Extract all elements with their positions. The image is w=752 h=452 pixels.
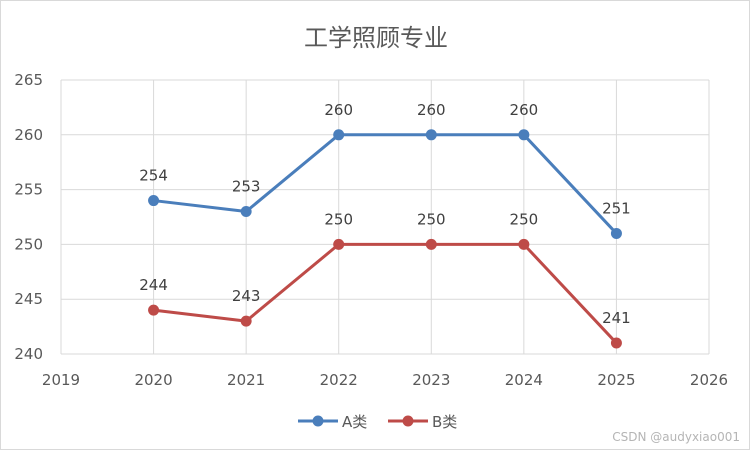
data-label: 243 (232, 287, 261, 305)
data-point (518, 129, 530, 141)
legend-swatch-marker (312, 415, 324, 427)
x-tick-label: 2020 (134, 371, 172, 389)
y-tick-label: 265 (14, 71, 43, 89)
data-label: 250 (510, 210, 539, 228)
data-label: 251 (602, 199, 631, 217)
data-label: 260 (510, 101, 539, 119)
y-tick-label: 245 (14, 290, 43, 308)
y-tick-label: 250 (14, 235, 43, 253)
x-tick-label: 2025 (597, 371, 635, 389)
x-tick-label: 2024 (505, 371, 543, 389)
legend-swatch-marker (402, 415, 414, 427)
chart-title: 工学照顾专业 (304, 24, 448, 52)
data-point (148, 304, 160, 316)
data-point (240, 206, 252, 218)
y-tick-label: 240 (14, 345, 43, 363)
data-label: 250 (324, 210, 353, 228)
data-label: 241 (602, 309, 631, 327)
data-point (148, 195, 160, 207)
series-line-2 (153, 242, 618, 345)
y-tick-label: 260 (14, 126, 43, 144)
data-label: 244 (139, 276, 168, 294)
data-label: 250 (417, 210, 446, 228)
data-point (610, 337, 622, 349)
data-point (610, 227, 622, 239)
series-line-1 (153, 133, 618, 235)
data-point (425, 238, 437, 250)
legend-label: B类 (432, 413, 457, 431)
y-tick-label: 255 (14, 181, 43, 199)
x-tick-label: 2019 (42, 371, 80, 389)
x-tick-label: 2022 (320, 371, 358, 389)
watermark: CSDN @audyxiao001 (612, 430, 740, 444)
legend-label: A类 (342, 413, 367, 431)
data-point (333, 129, 345, 141)
data-point (333, 238, 345, 250)
data-point (240, 315, 252, 327)
x-tick-label: 2023 (412, 371, 450, 389)
x-tick-label: 2026 (690, 371, 728, 389)
data-label: 260 (417, 101, 446, 119)
data-point (518, 238, 530, 250)
data-label: 253 (232, 178, 261, 196)
data-label: 260 (324, 101, 353, 119)
x-tick-label: 2021 (227, 371, 265, 389)
data-point (425, 129, 437, 141)
data-label: 254 (139, 167, 168, 185)
